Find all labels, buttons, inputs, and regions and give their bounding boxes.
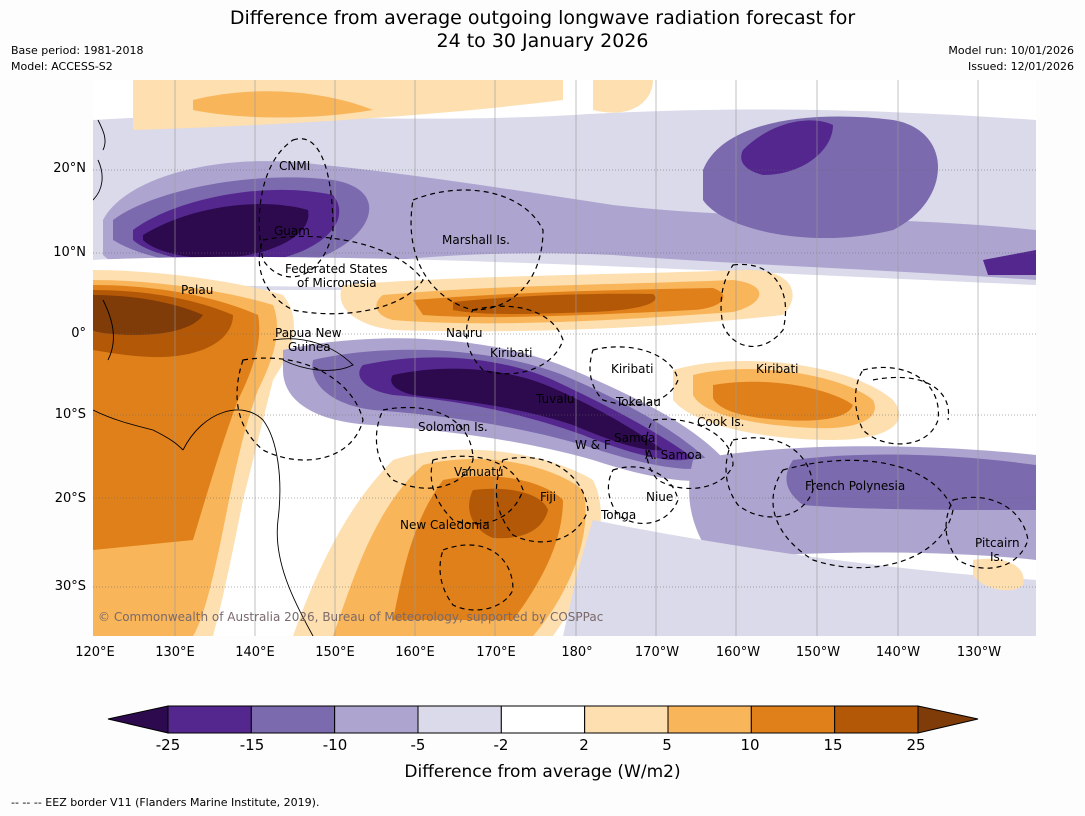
place-label-tokelau: Tokelau (616, 395, 661, 409)
place-label-cook: Cook Is. (697, 415, 745, 429)
issued-date: Issued: 12/01/2026 (967, 60, 1074, 73)
colorbar-tick: -5 (410, 736, 426, 754)
place-label-cnmi: CNMI (279, 159, 311, 173)
colorbar-tick: -25 (155, 736, 181, 754)
place-label-kiribati-2: Kiribati (611, 362, 654, 376)
place-label-niue: Niue (646, 490, 674, 504)
colorbar-right-arrow (917, 705, 979, 734)
place-label-french-polynesia: French Polynesia (805, 479, 906, 493)
lon-label-150w: 150°W (795, 645, 841, 660)
colorbar-segment (167, 705, 252, 734)
colorbar-tick: 25 (906, 736, 926, 754)
place-label-fsm-1: Federated States (285, 262, 388, 276)
model-run: Model run: 10/01/2026 (948, 44, 1074, 57)
lat-label-30s: 30°S (54, 579, 86, 594)
model-name: Model: ACCESS-S2 (11, 60, 113, 73)
lat-label-20n: 20°N (53, 161, 86, 176)
lon-label-140w: 140°W (875, 645, 921, 660)
title-line-2: 24 to 30 January 2026 (436, 30, 649, 52)
colorbar-tick: -15 (239, 736, 265, 754)
grid-lines (93, 169, 1036, 588)
left-metadata: Base period: 1981-2018 Model: ACCESS-S2 (11, 43, 143, 75)
lon-label-160e: 160°E (395, 645, 435, 660)
place-label-png-2: Guinea (288, 340, 331, 354)
colorbar-segment (584, 705, 669, 734)
place-label-fiji: Fiji (540, 490, 557, 504)
place-label-tonga: Tonga (601, 508, 637, 522)
colorbar-left-arrow (107, 705, 169, 734)
place-label-marshall: Marshall Is. (442, 233, 510, 247)
place-label-asamoa: A. Samoa (645, 448, 702, 462)
colorbar-segment (750, 705, 836, 734)
colorbar-segment (500, 705, 586, 734)
colorbar-segment (667, 705, 752, 734)
place-label-kiribati-3: Kiribati (756, 362, 799, 376)
place-label-samoa: Samoa (614, 431, 656, 445)
lat-label-20s: 20°S (54, 491, 86, 506)
colorbar-segment (417, 705, 502, 734)
lon-label-180: 180° (561, 645, 593, 660)
lon-label-160w: 160°W (715, 645, 761, 660)
title-line-1: Difference from average outgoing longwav… (229, 7, 856, 29)
lat-label-10n: 10°N (53, 245, 86, 260)
lat-label-0: 0° (71, 326, 86, 341)
colorbar-tick: 10 (740, 736, 760, 754)
colorbar-tick: 15 (823, 736, 843, 754)
lat-label-10s: 10°S (54, 407, 86, 422)
lon-label-130e: 130°E (155, 645, 195, 660)
place-label-nauru: Nauru (446, 326, 483, 340)
place-label-solomon: Solomon Is. (418, 420, 488, 434)
eez-footer-note: -- -- -- EEZ border V11 (Flanders Marine… (11, 796, 320, 809)
colorbar-tick: 5 (662, 736, 672, 754)
place-label-wf: W & F (575, 438, 611, 452)
place-label-kiribati-1: Kiribati (490, 346, 533, 360)
colorbar (107, 705, 979, 734)
colorbar-segment (334, 705, 419, 734)
chart-title: Difference from average outgoing longwav… (0, 7, 1085, 53)
right-metadata: Model run: 10/01/2026 Issued: 12/01/2026 (948, 43, 1074, 75)
colorbar-segment (250, 705, 336, 734)
shade-darkest-west (93, 295, 203, 335)
place-label-pitcairn-1: Pitcairn (975, 536, 1020, 550)
lon-label-140e: 140°E (235, 645, 275, 660)
eez-borders (236, 138, 1029, 611)
shade-darkest-spcz (391, 368, 663, 451)
shade-orange-top (193, 91, 373, 118)
place-label-new-caledonia: New Caledonia (400, 518, 490, 532)
colorbar-tick: -2 (493, 736, 509, 754)
coastlines (93, 119, 354, 636)
lon-label-170w: 170°W (634, 645, 680, 660)
place-label-vanuatu: Vanuatu (454, 465, 504, 479)
place-label-palau: Palau (181, 283, 214, 297)
place-label-pitcairn-2: Is. (990, 550, 1004, 564)
lon-label-120e: 120°E (75, 645, 115, 660)
map-panel (93, 80, 1036, 636)
copyright-notice: © Commonwealth of Australia 2026, Bureau… (98, 610, 604, 624)
base-period: Base period: 1981-2018 (11, 44, 144, 57)
lon-label-170e: 170°E (476, 645, 516, 660)
colorbar-title: Difference from average (W/m2) (404, 762, 681, 782)
place-label-png-1: Papua New (275, 326, 342, 340)
place-label-tuvalu: Tuvalu (536, 392, 575, 406)
place-label-guam: Guam (274, 224, 310, 238)
lon-label-150e: 150°E (315, 645, 355, 660)
lon-label-130w: 130°W (956, 645, 1002, 660)
colorbar-tick: 2 (579, 736, 589, 754)
colorbar-segment (834, 705, 919, 734)
place-label-fsm-2: of Micronesia (297, 276, 377, 290)
map-canvas (93, 80, 1036, 636)
colorbar-segments (167, 705, 919, 734)
colorbar-tick: -10 (322, 736, 348, 754)
shade-darkest-north (143, 204, 309, 259)
shade-purple-ne (741, 120, 833, 175)
